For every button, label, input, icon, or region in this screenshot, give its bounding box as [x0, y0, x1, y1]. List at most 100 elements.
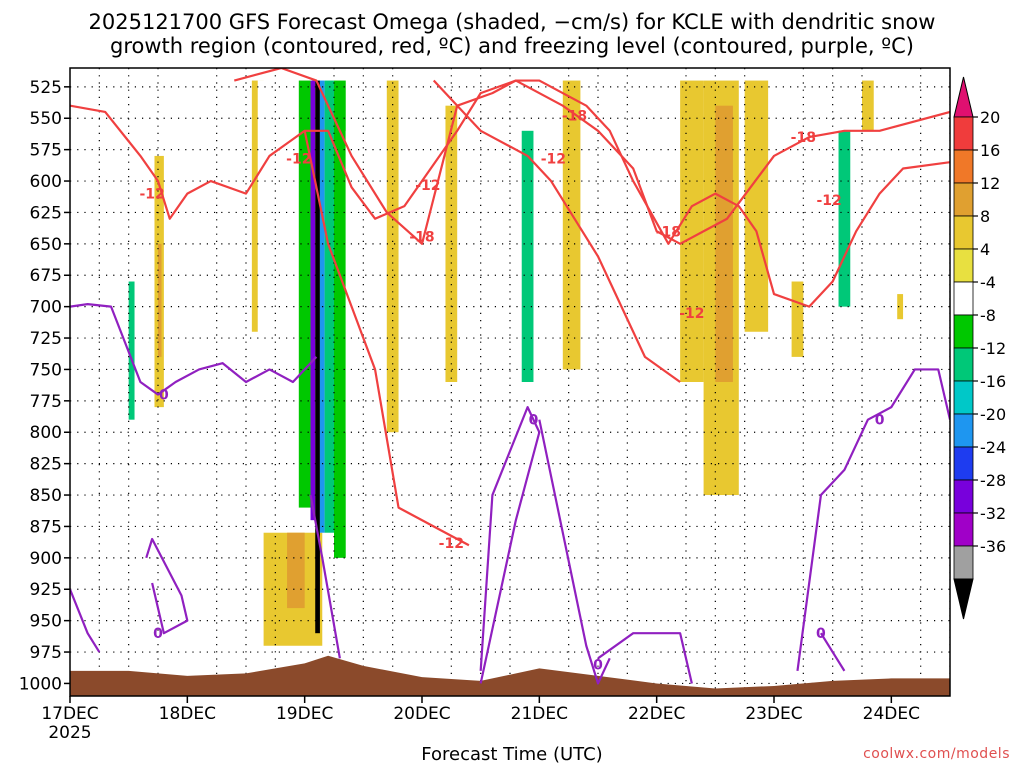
omega-region-19 [445, 105, 458, 383]
contour-label-6: -12 [816, 193, 841, 209]
x-tick-label-1: 18DEC [159, 704, 216, 724]
colorbar-label-12: -32 [980, 504, 1006, 523]
y-tick-label-11: 800 [30, 423, 62, 443]
colorbar-seg-1 [953, 149, 974, 184]
x-tick-label-3: 20DEC [393, 704, 450, 724]
y-tick-label-13: 850 [30, 486, 62, 506]
freezing-contour-1 [70, 588, 101, 653]
colorbar-label-13: -36 [980, 537, 1006, 556]
colorbar-label-10: -24 [980, 438, 1006, 457]
colorbar-label-6: -8 [980, 306, 996, 325]
colorbar-top-arrow [953, 76, 974, 118]
contour-label-5: -12 [679, 306, 704, 322]
terrain-fill [70, 655, 950, 696]
colorbar-bottom-arrow [953, 578, 974, 620]
colorbar-label-5: -4 [980, 273, 996, 292]
freezing-contour-5 [538, 419, 611, 685]
x-tick-label-5: 22DEC [628, 704, 685, 724]
freezing-contour-2 [145, 537, 189, 635]
contour-label-2: -12 [415, 178, 440, 194]
colorbar-seg-7 [953, 347, 974, 382]
x-tick-label-4: 21DEC [511, 704, 568, 724]
colorbar-label-11: -28 [980, 471, 1006, 490]
y-tick-label-12: 825 [30, 455, 62, 475]
freezing-contour-0 [70, 303, 318, 396]
colorbar-label-9: -20 [980, 405, 1006, 424]
y-tick-label-8: 725 [30, 329, 62, 349]
colorbar: 20 16 12 8 4 -4 -8 -12 -16 -20 -24 -28 -32 -36 [953, 76, 1006, 620]
colorbar-seg-5 [953, 281, 974, 316]
plot-frame [69, 67, 951, 697]
x-tick-label-2: 19DEC [276, 704, 333, 724]
colorbar-label-3: 8 [980, 207, 990, 226]
omega-region-11 [315, 80, 320, 634]
contour-label-3: -12 [439, 536, 464, 552]
omega-region-32 [838, 130, 851, 307]
omega-region-1 [122, 80, 129, 307]
credit-text: coolwx.com/models [863, 746, 1010, 762]
y-tick-label-1: 550 [30, 109, 62, 129]
x-tick-label-7: 24DEC [863, 704, 920, 724]
colorbar-seg-11 [953, 479, 974, 514]
omega-region-0 [87, 80, 106, 596]
colorbar-label-8: -16 [980, 372, 1006, 391]
contour-label-15: 0 [816, 626, 826, 642]
contour-label-12: 0 [153, 626, 163, 642]
omega-region-4 [158, 243, 162, 357]
omega-region-35 [920, 331, 933, 470]
colorbar-seg-3 [953, 215, 974, 250]
colorbar-seg-8 [953, 380, 974, 415]
y-tick-label-5: 650 [30, 235, 62, 255]
colorbar-label-7: -12 [980, 339, 1006, 358]
y-tick-label-15: 900 [30, 549, 62, 569]
freezing-contour-7 [796, 368, 950, 672]
y-tick-label-7: 700 [30, 298, 62, 318]
omega-region-10 [310, 80, 316, 521]
omega-region-2 [128, 281, 135, 420]
colorbar-label-1: 16 [980, 141, 1000, 160]
contour-label-0: -12 [139, 187, 164, 203]
chart-title-line-1: 2025121700 GFS Forecast Omega (shaded, −… [88, 10, 936, 34]
chart-title-line-2: growth region (contoured, red, ºC) and f… [110, 34, 914, 58]
omega-region-22 [521, 130, 534, 382]
omega-region-23 [562, 80, 581, 370]
colorbar-seg-9 [953, 413, 974, 448]
freezing-contour-4 [479, 406, 541, 684]
freezing-contour-8 [819, 632, 846, 672]
y-tick-label-3: 600 [30, 172, 62, 192]
y-tick-label-18: 975 [30, 643, 62, 663]
omega-region-34 [897, 294, 904, 320]
omega-region-15 [345, 130, 358, 433]
omega-region-25 [656, 419, 675, 646]
colorbar-seg-4 [953, 248, 974, 283]
contours [70, 68, 950, 685]
omega-region-33 [862, 80, 874, 131]
colorbar-seg-13 [953, 545, 974, 580]
contour-label-11: 0 [159, 388, 169, 404]
freezing-contour-6 [597, 632, 693, 684]
omega-region-8 [287, 532, 305, 609]
omega-region-18 [427, 80, 446, 420]
x-tick-label-6: 23DEC [745, 704, 802, 724]
omega-region-29 [744, 80, 769, 332]
dgz-minus12-contour-0 [70, 79, 950, 308]
contour-label-16: 0 [875, 413, 885, 429]
colorbar-seg-10 [953, 446, 974, 481]
omega-region-28 [715, 105, 733, 383]
colorbar-seg-12 [953, 512, 974, 547]
x-tick-label-0: 17DEC [41, 704, 98, 724]
colorbar-seg-2 [953, 182, 974, 217]
colorbar-label-4: 4 [980, 240, 990, 259]
x-axis: 17DEC 18DEC 19DEC 20DEC 21DEC 22DEC 23DEC 24DEC… [41, 696, 920, 743]
colorbar-seg-6 [953, 314, 974, 349]
y-tick-label-19: 1000 [19, 674, 62, 694]
omega-region-14 [334, 80, 346, 558]
y-tick-label-6: 675 [30, 266, 62, 286]
omega-region-16 [369, 130, 387, 408]
dgz-minus12-contour-1 [303, 130, 470, 547]
terrain-surface [70, 655, 950, 696]
y-tick-label-16: 925 [30, 580, 62, 600]
colorbar-label-2: 12 [980, 174, 1000, 193]
y-tick-label-4: 625 [30, 203, 62, 223]
omega-shading [87, 80, 933, 646]
